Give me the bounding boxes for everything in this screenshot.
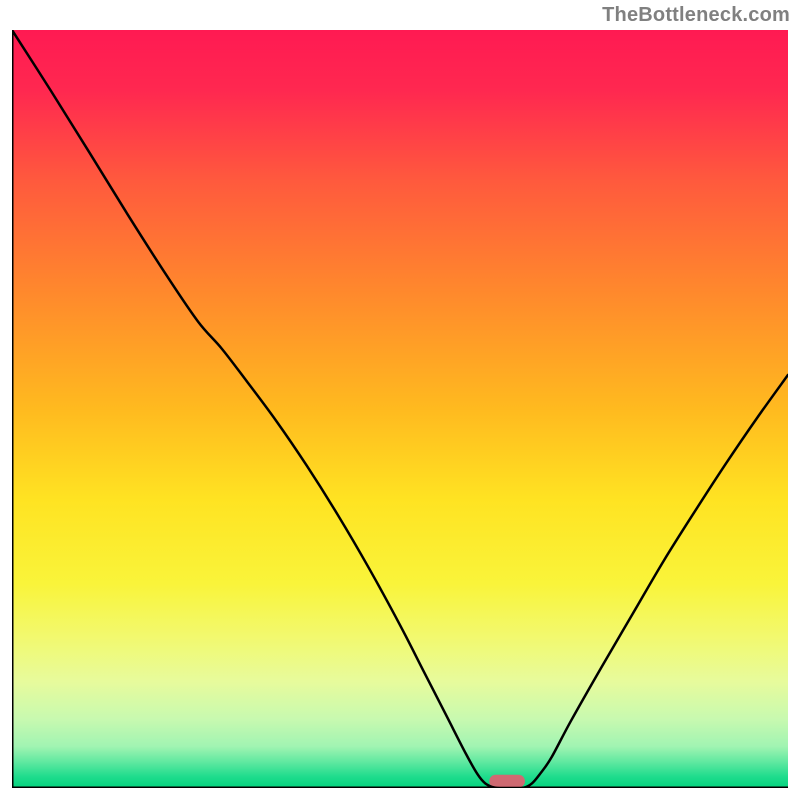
- optimal-marker: [489, 775, 525, 788]
- heat-gradient-background: [12, 30, 788, 788]
- plot-area: [12, 30, 788, 788]
- chart-stage: TheBottleneck.com: [0, 0, 800, 800]
- watermark-text: TheBottleneck.com: [602, 4, 790, 27]
- plot-svg: [12, 30, 788, 788]
